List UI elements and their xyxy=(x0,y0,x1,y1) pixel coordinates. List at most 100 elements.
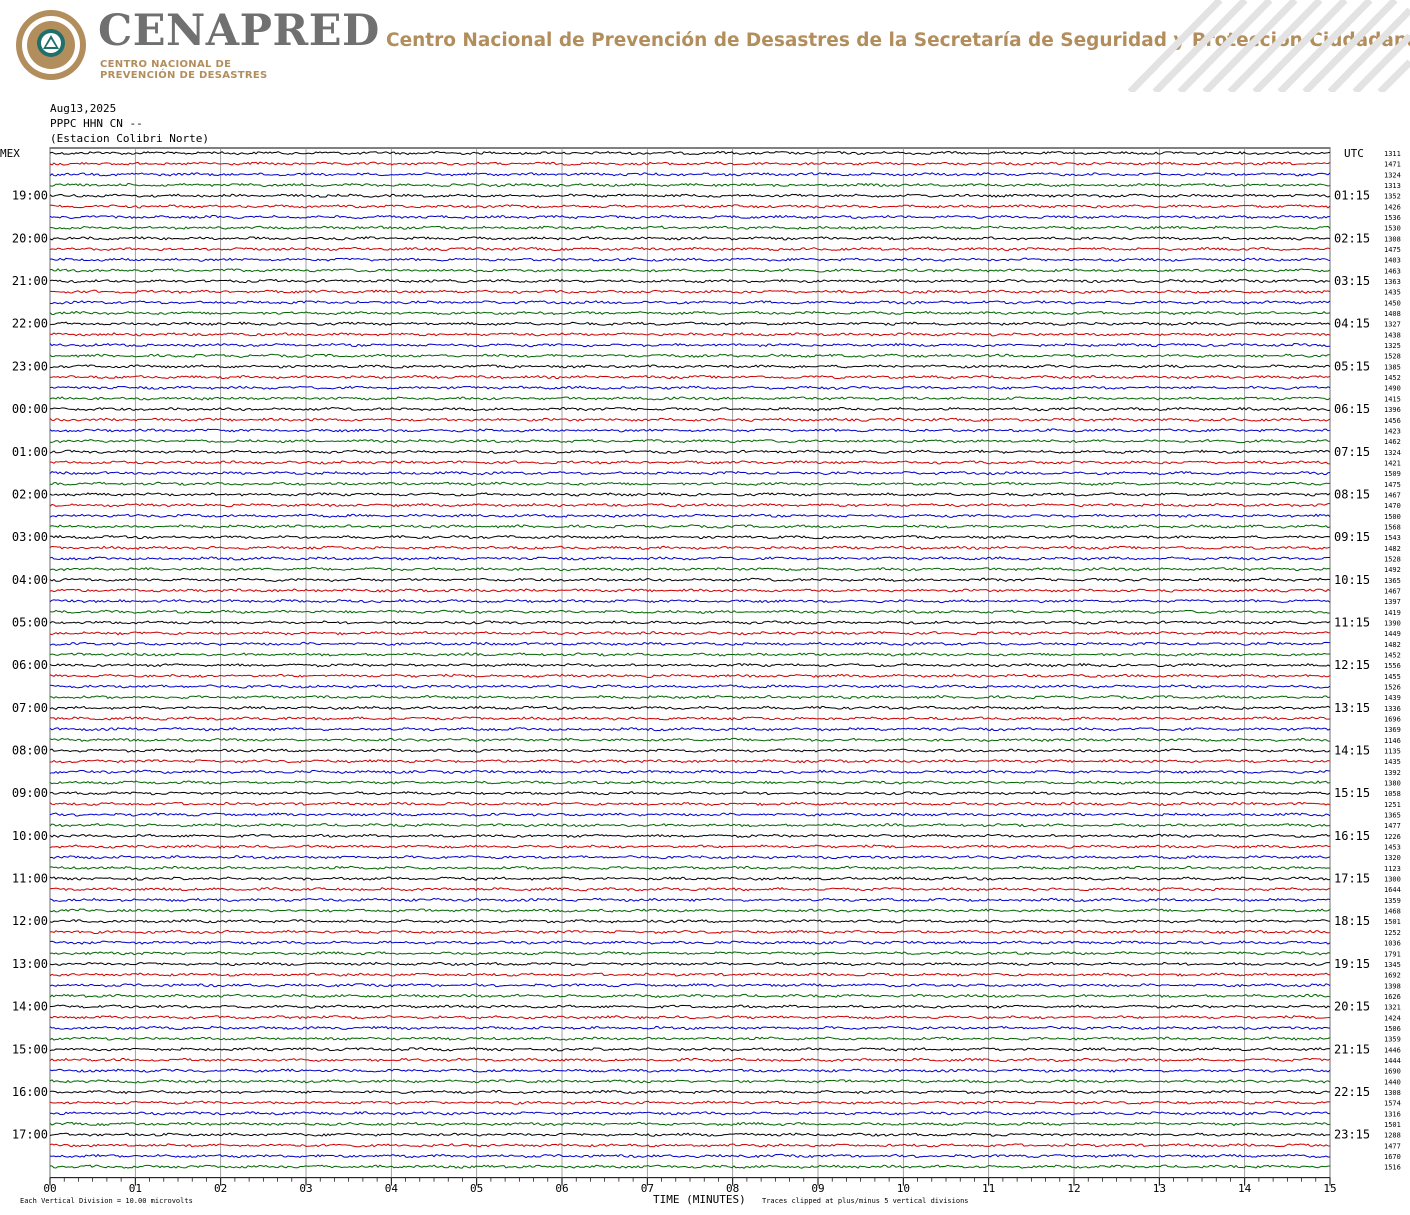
decorative-pattern-icon xyxy=(1127,0,1410,92)
trace-value-label: 1453 xyxy=(1384,844,1401,852)
x-tick-label: 15 xyxy=(1323,1182,1336,1195)
trace-line xyxy=(49,246,1331,252)
trace-value-label: 1475 xyxy=(1384,246,1401,254)
utc-hour-label: 22:15 xyxy=(1334,1085,1370,1099)
trace-line xyxy=(49,609,1331,614)
trace-line xyxy=(49,865,1331,871)
mex-hour-label: 19:00 xyxy=(12,189,48,203)
trace-value-label: 1252 xyxy=(1384,929,1401,937)
header-banner: CENAPRED CENTRO NACIONAL DE PREVENCIÓN D… xyxy=(0,0,1410,92)
trace-value-label: 1696 xyxy=(1384,716,1401,724)
trace-line xyxy=(49,470,1331,476)
trace-line xyxy=(49,972,1331,977)
trace-value-label: 1692 xyxy=(1384,972,1401,980)
trace-line xyxy=(49,1153,1331,1159)
x-tick-label: 07 xyxy=(641,1182,654,1195)
mex-hour-label: 22:00 xyxy=(12,317,48,331)
trace-line xyxy=(49,759,1331,764)
trace-value-label: 1435 xyxy=(1384,289,1401,297)
mex-hour-label: 03:00 xyxy=(12,530,48,544)
mex-hour-label: 21:00 xyxy=(12,274,48,288)
trace-value-label: 1392 xyxy=(1384,769,1401,777)
trace-line xyxy=(49,150,1331,156)
trace-value-label: 1308 xyxy=(1384,1089,1401,1097)
trace-value-label: 1316 xyxy=(1384,1110,1401,1118)
trace-value-label: 1477 xyxy=(1384,822,1401,830)
trace-line xyxy=(49,460,1331,465)
trace-line xyxy=(49,887,1331,892)
x-tick-label: 08 xyxy=(726,1182,739,1195)
trace-line xyxy=(49,257,1331,262)
right-axis-label: UTC xyxy=(1344,147,1364,160)
trace-value-label: 1470 xyxy=(1384,502,1401,510)
trace-value-label: 1398 xyxy=(1384,982,1401,990)
trace-line xyxy=(49,481,1331,486)
x-tick-label: 00 xyxy=(43,1182,56,1195)
trace-value-label: 1421 xyxy=(1384,459,1401,467)
trace-line xyxy=(49,1164,1331,1169)
trace-value-label: 1506 xyxy=(1384,1025,1401,1033)
trace-value-label: 1385 xyxy=(1384,363,1401,371)
trace-value-label: 1626 xyxy=(1384,993,1401,1001)
axis-labels: 00 01 02 03 04 05 06 07 08 09 10 11 12 13 14 1513111471… xyxy=(12,150,1401,1195)
cenapred-emblem-icon xyxy=(16,10,86,80)
mex-hour-label: 17:00 xyxy=(12,1128,48,1142)
utc-hour-label: 18:15 xyxy=(1334,914,1370,928)
x-tick-label: 13 xyxy=(1153,1182,1166,1195)
trace-line xyxy=(49,204,1331,209)
utc-hour-label: 06:15 xyxy=(1334,402,1370,416)
mex-hour-label: 07:00 xyxy=(12,701,48,715)
trace-value-label: 1423 xyxy=(1384,427,1401,435)
trace-line xyxy=(49,577,1331,583)
trace-line xyxy=(49,662,1331,668)
trace-value-label: 1146 xyxy=(1384,737,1401,745)
brand-subtitle-line2: PREVENCIÓN DE DESASTRES xyxy=(100,70,268,81)
mex-hour-label: 05:00 xyxy=(12,615,48,629)
trace-value-label: 1390 xyxy=(1384,619,1401,627)
trace-line xyxy=(49,342,1331,348)
trace-line xyxy=(49,502,1331,508)
trace-line xyxy=(49,908,1331,913)
channel-code: PPPC HHN CN -- xyxy=(50,117,143,130)
x-tick-label: 05 xyxy=(470,1182,483,1195)
trace-value-label: 1438 xyxy=(1384,331,1401,339)
trace-line xyxy=(49,1015,1331,1020)
trace-line xyxy=(49,225,1331,230)
trace-value-label: 1123 xyxy=(1384,865,1401,873)
trace-value-label: 1403 xyxy=(1384,257,1401,265)
trace-line xyxy=(49,1004,1331,1009)
trace-value-label: 1670 xyxy=(1384,1153,1401,1161)
mex-hour-label: 23:00 xyxy=(12,359,48,373)
brand-subtitle-line1: CENTRO NACIONAL DE xyxy=(100,59,232,70)
trace-line xyxy=(49,855,1331,860)
record-date: Aug13,2025 xyxy=(50,102,117,115)
trace-value-label: 1501 xyxy=(1384,1121,1401,1129)
x-tick-label: 11 xyxy=(982,1182,995,1195)
trace-line xyxy=(49,1057,1331,1063)
trace-value-label: 1300 xyxy=(1384,876,1401,884)
seismic-traces xyxy=(49,150,1331,1169)
trace-value-label: 1135 xyxy=(1384,748,1401,756)
trace-line xyxy=(49,545,1331,550)
trace-line xyxy=(49,727,1331,732)
trace-line xyxy=(49,278,1331,284)
mex-hour-label: 20:00 xyxy=(12,231,48,245)
trace-value-label: 1444 xyxy=(1384,1057,1401,1065)
utc-hour-label: 12:15 xyxy=(1334,658,1370,672)
trace-value-label: 1455 xyxy=(1384,673,1401,681)
trace-line xyxy=(49,673,1331,678)
trace-line xyxy=(49,790,1331,796)
x-tick-label: 03 xyxy=(299,1182,312,1195)
x-tick-label: 02 xyxy=(214,1182,227,1195)
trace-value-label: 1251 xyxy=(1384,801,1401,809)
trace-value-label: 1311 xyxy=(1384,150,1401,158)
trace-line xyxy=(49,833,1331,839)
trace-line xyxy=(49,940,1331,945)
trace-value-label: 1369 xyxy=(1384,726,1401,734)
trace-value-label: 1324 xyxy=(1384,171,1401,179)
trace-line xyxy=(49,566,1331,572)
trace-value-label: 1320 xyxy=(1384,854,1401,862)
trace-line xyxy=(49,1132,1331,1137)
trace-value-label: 1456 xyxy=(1384,417,1401,425)
